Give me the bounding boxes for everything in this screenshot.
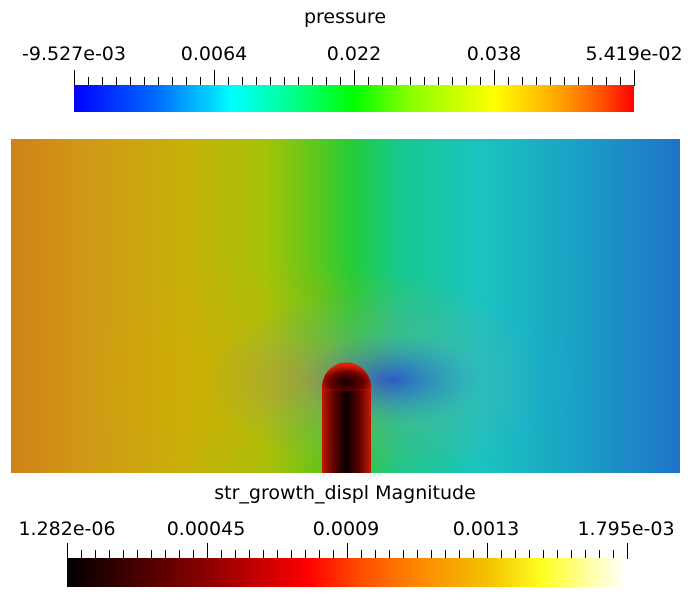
growth-tick-label-1: 0.00045 [166, 518, 246, 540]
pressure-legend-title: pressure [303, 6, 387, 28]
pressure-tick-label-4: 5.419e-02 [585, 43, 683, 65]
pressure-field-view[interactable] [11, 139, 680, 473]
pressure-colorbar [74, 85, 634, 112]
obstacle [322, 362, 371, 473]
growth-tick-label-3: 0.0013 [452, 518, 520, 540]
pressure-tick-marks [74, 70, 635, 86]
growth-legend-title: str_growth_displ Magnitude [214, 482, 476, 504]
growth-tick-label-2: 0.0009 [312, 518, 380, 540]
pressure-tick-label-2: 0.022 [326, 43, 382, 65]
growth-tick-label-0: 1.282e-06 [18, 518, 116, 540]
pressure-tick-label-0: -9.527e-03 [22, 43, 126, 65]
growth-tick-label-4: 1.795e-03 [577, 518, 675, 540]
growth-tick-marks [67, 543, 628, 559]
pressure-tick-label-3: 0.038 [466, 43, 522, 65]
growth-colorbar [67, 558, 627, 587]
pressure-tick-label-1: 0.0064 [180, 43, 248, 65]
